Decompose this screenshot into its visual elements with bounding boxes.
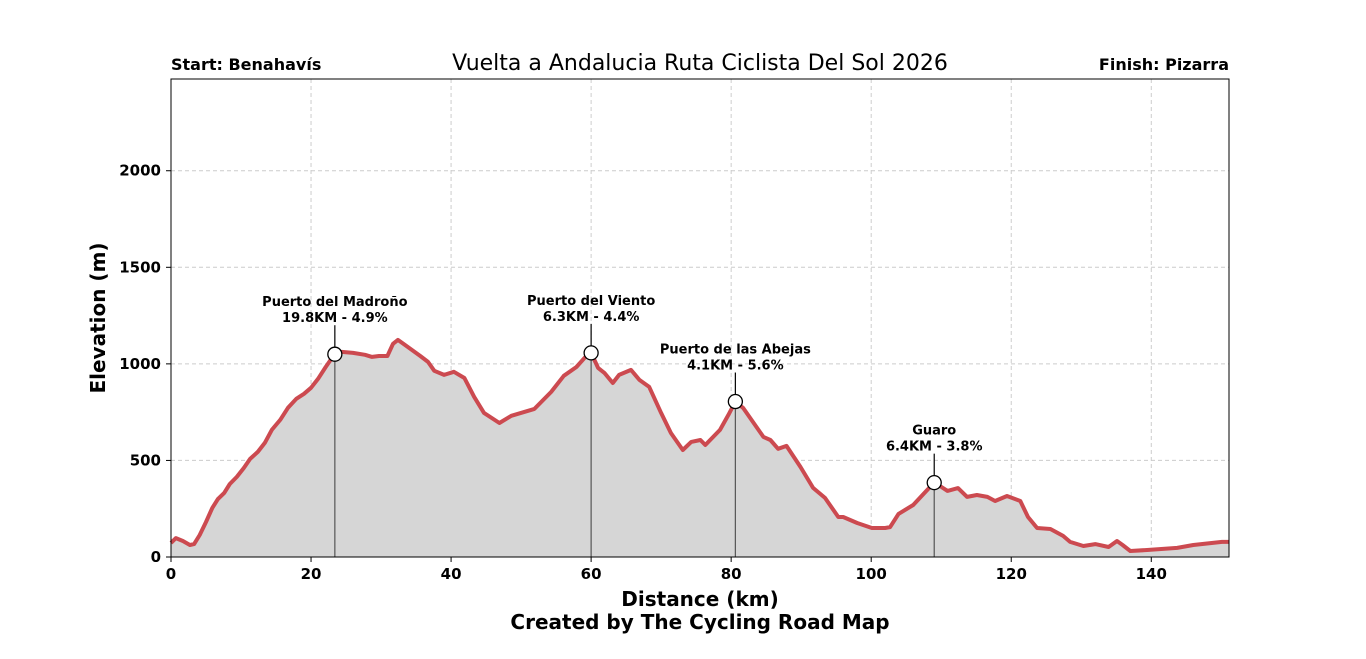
y-tick-label: 1000 [119,355,161,373]
plot-frame [170,78,1230,558]
climb-detail: 19.8KM - 4.9% [282,311,388,326]
y-axis-label: Elevation (m) [86,242,110,393]
summit-marker [727,393,744,410]
x-tick-label: 140 [1136,565,1167,583]
credit-label: Created by The Cycling Road Map [510,610,889,634]
x-tick-label: 0 [166,565,176,583]
elevation-line [169,337,1229,553]
summit-marker [926,474,942,491]
start-label: Start: Benahavís [171,55,321,74]
x-tick-label: 60 [581,565,602,583]
x-tick-label: 80 [721,565,742,583]
x-tick-label: 120 [996,565,1027,583]
x-axis-label: Distance (km) [621,587,778,611]
y-tick-label: 2000 [119,162,161,180]
y-tick-label: 1500 [119,258,161,276]
x-tick-label: 20 [301,565,322,583]
summit-marker [327,346,343,362]
climb-detail: 4.1KM - 5.6% [687,359,784,374]
climb-name: Guaro [912,424,956,439]
chart-title: Vuelta a Andalucia Ruta Ciclista Del Sol… [452,51,948,76]
annotation-lines [334,352,935,557]
y-tick-label: 500 [130,451,161,469]
climb-name: Puerto del Viento [527,294,655,309]
climb-detail: 6.3KM - 4.4% [543,310,640,325]
summit-marker [583,345,599,361]
climb-name: Puerto del Madroño [262,295,407,310]
axis-ticks: 0 20 40 60 80 100 120 140 0 500 1000 1500 2000 [119,162,1167,583]
elevation-area [171,339,1229,557]
climb-detail: 6.4KM - 3.8% [886,440,983,455]
x-tick-label: 100 [856,565,887,583]
x-tick-label: 40 [441,565,462,583]
finish-label: Finish: Pizarra [1099,55,1229,74]
climb-name: Puerto de las Abejas [660,343,811,358]
y-tick-label: 0 [151,548,161,566]
